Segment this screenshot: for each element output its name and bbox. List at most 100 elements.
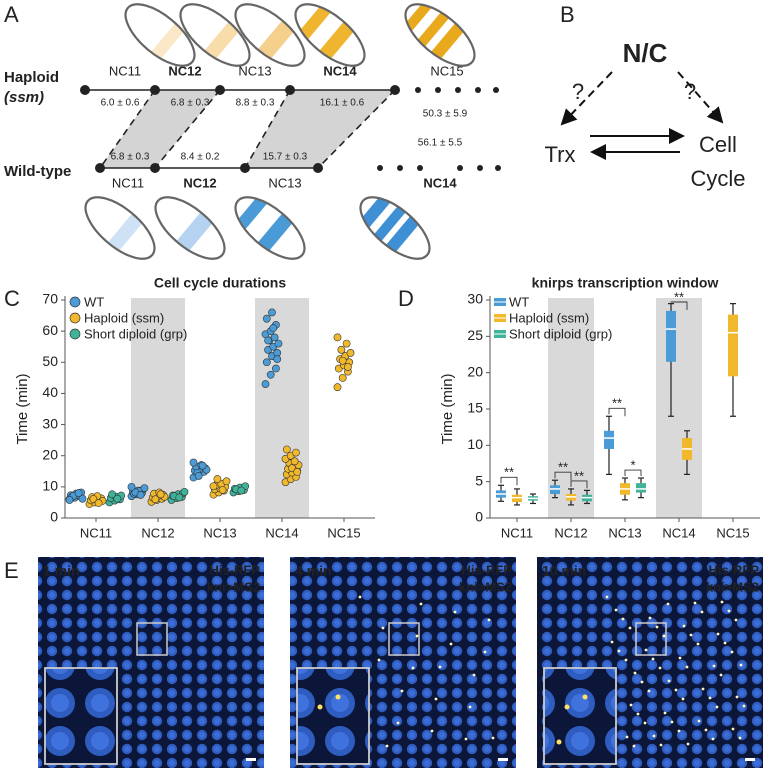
transcription-spot	[358, 595, 362, 599]
embryo	[399, 0, 476, 67]
transcription-spot	[453, 610, 457, 614]
transcription-spot	[659, 743, 663, 747]
channel-label: kni>MS2	[207, 579, 260, 594]
y-tick-label: 25	[467, 327, 483, 343]
embryo-outline	[234, 3, 306, 67]
box	[604, 430, 614, 449]
y-tick-label: 5	[475, 472, 483, 488]
transcription-spot	[430, 729, 434, 733]
embryo-fill	[232, 191, 305, 259]
stage: NC14	[323, 63, 357, 78]
embryo	[124, 3, 196, 67]
embryo-fill	[356, 190, 430, 259]
transcription-spot	[636, 712, 640, 716]
duration: 15.7 ± 0.3	[263, 152, 308, 163]
stripe	[295, 1, 334, 43]
data-point	[237, 486, 246, 495]
x-tick-label: NC11	[80, 525, 112, 540]
y-tick-label: 0	[50, 509, 58, 525]
data-point	[273, 355, 282, 364]
inset-spot	[317, 704, 323, 710]
data-point	[343, 363, 352, 371]
data-point	[274, 339, 283, 348]
transcription-spot	[720, 600, 724, 604]
data-point	[293, 468, 302, 476]
data-point	[290, 457, 299, 466]
data-point	[108, 490, 116, 499]
transcription-spot	[697, 719, 701, 723]
transcription-spot	[487, 618, 491, 622]
scale-bar	[246, 758, 256, 761]
transcription-spot	[628, 626, 632, 630]
stripe	[174, 209, 215, 254]
panel-letter: D	[398, 286, 414, 311]
data-point	[78, 494, 87, 503]
transcription-spot	[400, 689, 404, 693]
box	[636, 483, 646, 493]
y-tick-label: 20	[467, 363, 483, 379]
shaded-band	[255, 298, 309, 518]
question: ?	[572, 79, 584, 104]
data-point	[113, 494, 122, 503]
transcription-spot	[396, 721, 400, 725]
transcription-spot	[472, 673, 476, 677]
transcription-spot	[734, 618, 738, 622]
transcription-spot	[385, 744, 389, 748]
transcription-spot	[682, 624, 686, 628]
chart-title: knirps transcription window	[532, 275, 719, 291]
data-point	[282, 445, 291, 454]
scale-bar	[745, 758, 755, 761]
stripe	[428, 20, 467, 63]
transcription-spot	[625, 735, 629, 739]
transcription-spot	[716, 632, 720, 636]
significance-bracket	[500, 476, 518, 486]
channel-label: His-RFP	[708, 562, 759, 577]
embryo	[84, 196, 156, 260]
x-tick-label: NC14	[662, 525, 695, 540]
legend-label: WT	[509, 294, 529, 309]
arrow	[560, 71, 613, 126]
data-point	[262, 358, 271, 367]
panel-b: N/C ? ? Trx Cell Cycle	[545, 38, 746, 191]
time-label: 10 min	[542, 563, 586, 579]
transcription-spot	[700, 610, 704, 614]
channel-label: kni>MS2	[459, 579, 512, 594]
embryo-outline	[234, 196, 306, 260]
data-point	[127, 482, 136, 491]
embryo-fill	[85, 197, 155, 259]
data-point	[218, 486, 227, 494]
data-point	[156, 490, 165, 499]
stage: NC12	[183, 175, 216, 190]
embryo-body	[405, 4, 475, 66]
data-point	[194, 472, 203, 480]
embryos	[84, 0, 476, 260]
stripe	[105, 211, 145, 254]
y-tick-label: 15	[467, 400, 483, 416]
channel-label: His-RFP	[209, 562, 260, 577]
significance-label: **	[558, 460, 568, 475]
transcription-spot	[643, 721, 647, 725]
stripe	[202, 19, 242, 63]
transcription-spot	[731, 727, 735, 731]
node-label: N/C	[623, 38, 668, 68]
data-point	[288, 464, 296, 473]
data-point	[269, 324, 278, 332]
zoom-box	[136, 622, 168, 656]
legend-marker	[69, 312, 81, 324]
duration: 8.8 ± 0.3	[236, 98, 275, 109]
transcription-spot	[715, 705, 719, 709]
transcription-spot	[735, 695, 739, 699]
scale-bar	[498, 758, 508, 761]
x-tick-label: NC12	[554, 525, 587, 540]
transcription-spot	[655, 625, 659, 629]
duration: 8.4 ± 0.2	[181, 152, 220, 163]
time-label: 1 min	[43, 563, 80, 579]
row-label: Wild-type	[4, 163, 71, 180]
transcription-spot	[685, 665, 689, 669]
inset	[543, 667, 617, 765]
duration: 6.8 ± 0.3	[111, 152, 150, 163]
embryo-outline	[359, 196, 431, 260]
transcription-spot	[677, 729, 681, 733]
transcription-spot	[658, 666, 662, 670]
